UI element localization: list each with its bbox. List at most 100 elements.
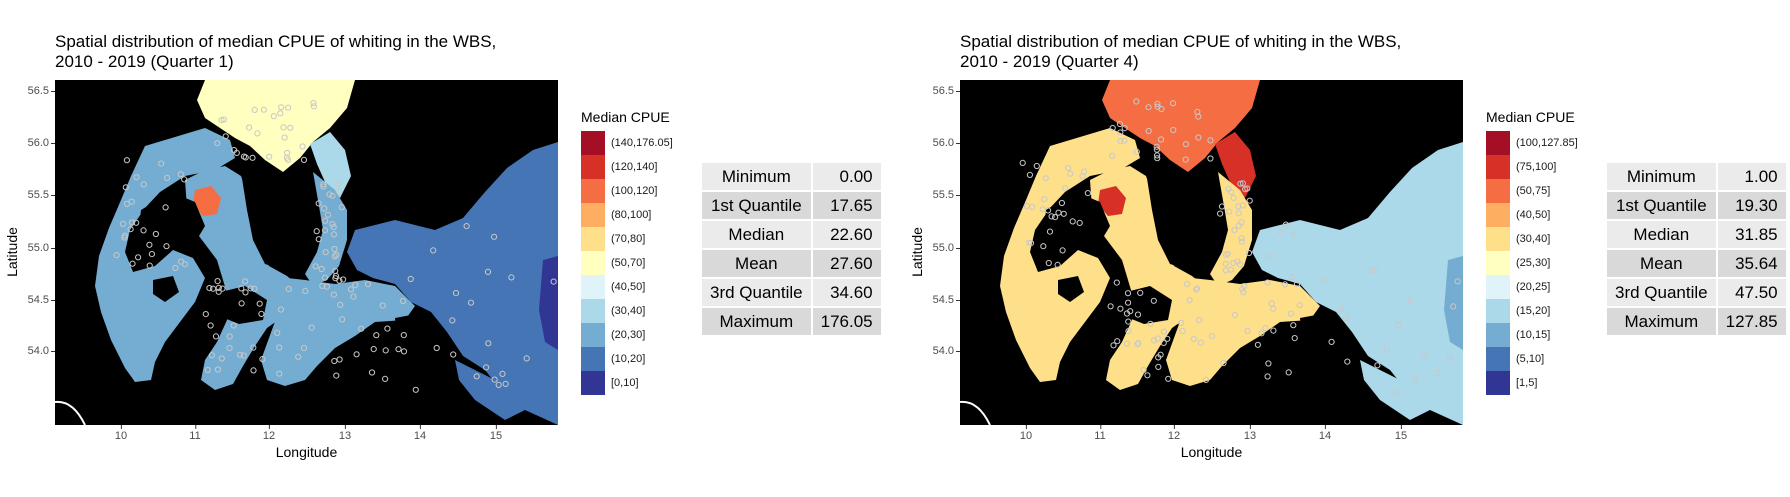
stats-row: 3rd Quantile 47.50: [1607, 279, 1786, 306]
station-point: [1296, 302, 1303, 309]
station-point: [1076, 219, 1083, 226]
station-point: [119, 220, 127, 227]
y-tick-label: 56.5: [27, 85, 56, 97]
legend-label: (10,20]: [611, 353, 646, 365]
station-point: [315, 200, 322, 207]
map-title-line-2: 2010 - 2019 (Quarter 4): [960, 52, 1139, 71]
legend-title: Median CPUE: [1486, 109, 1575, 125]
x-tick-label: 13: [338, 425, 352, 442]
station-point: [177, 258, 185, 265]
station-point: [215, 288, 222, 295]
station-point: [242, 289, 249, 296]
legend-swatch: [581, 203, 605, 227]
station-point: [313, 228, 320, 235]
x-axis-label: Longitude: [275, 444, 338, 460]
legend-item: (10,20]: [581, 347, 673, 371]
x-tick-label: 14: [413, 425, 427, 442]
station-point: [1244, 185, 1251, 192]
legend-items: (140,176.05] (120,140] (100,120] (80,100] (7…: [581, 131, 673, 395]
station-point: [1107, 303, 1114, 310]
station-point: [302, 288, 309, 295]
stats-row: 1st Quantile 19.30: [1607, 192, 1786, 219]
station-point: [218, 117, 225, 124]
station-point: [1290, 231, 1297, 238]
y-tick-label: 55.0: [27, 242, 56, 254]
legend-item: (40,50]: [1486, 203, 1578, 227]
station-point: [1164, 335, 1171, 342]
stat-name: Median: [702, 221, 811, 248]
x-tick-label: 12: [262, 425, 276, 442]
map-title: Spatial distribution of median CPUE of w…: [960, 32, 1401, 72]
station-point: [1234, 258, 1241, 265]
station-point: [433, 344, 440, 352]
station-point: [281, 134, 288, 141]
legend-swatch: [581, 251, 605, 275]
region-kattegat-east: [1215, 132, 1256, 198]
legend-item: (30,40]: [1486, 227, 1578, 251]
station-point: [1374, 362, 1381, 369]
station-point: [247, 285, 254, 292]
station-point: [1125, 318, 1132, 325]
station-point: [236, 351, 244, 358]
station-point: [353, 351, 360, 358]
station-point: [1117, 305, 1124, 312]
station-point: [129, 260, 136, 267]
station-point: [218, 355, 225, 362]
legend-title: Median CPUE: [581, 109, 670, 125]
station-point: [274, 329, 281, 336]
station-point: [1293, 281, 1301, 288]
station-point: [1157, 136, 1165, 143]
station-point: [491, 233, 498, 240]
stat-name: 1st Quantile: [1607, 192, 1716, 219]
station-point: [299, 143, 306, 150]
station-point: [1121, 125, 1128, 132]
legend-item: (70,80]: [581, 227, 673, 251]
legend-swatch: [1486, 155, 1510, 179]
y-tick-label: 54.0: [27, 345, 56, 357]
station-point: [1165, 375, 1172, 382]
station-point: [250, 344, 257, 351]
legend-label: (15,20]: [1516, 305, 1551, 317]
station-point: [330, 231, 337, 238]
stats-row: Maximum 127.85: [1607, 308, 1786, 335]
station-point: [523, 355, 530, 362]
station-point: [1062, 185, 1069, 192]
station-point: [1264, 279, 1271, 286]
station-point: [283, 154, 290, 161]
station-point: [1285, 369, 1292, 376]
region-hotspot: [193, 186, 221, 216]
station-point: [1245, 249, 1253, 257]
station-point: [463, 223, 470, 230]
station-point: [395, 346, 402, 353]
y-axis-ticks: 56.5 56.0 55.5 55.0 54.5 54.0: [905, 80, 961, 425]
station-point: [1195, 134, 1202, 141]
station-point: [1150, 297, 1157, 304]
station-point: [158, 160, 165, 167]
station-point: [238, 300, 245, 307]
stat-value: 47.50: [1717, 279, 1786, 306]
legend-item: [1,5]: [1486, 371, 1578, 395]
y-tick-label: 55.0: [932, 242, 961, 254]
x-tick-label: 15: [1394, 425, 1408, 442]
station-point: [251, 285, 258, 292]
station-point: [259, 356, 266, 363]
station-point: [287, 124, 294, 131]
stat-value: 22.60: [812, 221, 881, 248]
station-point: [1225, 185, 1232, 193]
legend-swatch: [1486, 371, 1510, 395]
station-point: [1019, 159, 1026, 167]
station-point: [1281, 281, 1289, 288]
region-hotspot: [1098, 186, 1126, 216]
island-ruegen: [395, 312, 445, 356]
legend-label: (80,100]: [611, 209, 652, 221]
cpue-map: [960, 80, 1463, 425]
station-point: [1060, 210, 1067, 217]
station-point: [1179, 327, 1186, 335]
station-point: [231, 147, 238, 154]
station-point: [1123, 340, 1131, 347]
station-point: [1116, 120, 1123, 128]
station-point: [226, 333, 233, 340]
station-point: [249, 154, 256, 161]
station-point: [133, 219, 140, 226]
station-point: [1170, 100, 1177, 107]
